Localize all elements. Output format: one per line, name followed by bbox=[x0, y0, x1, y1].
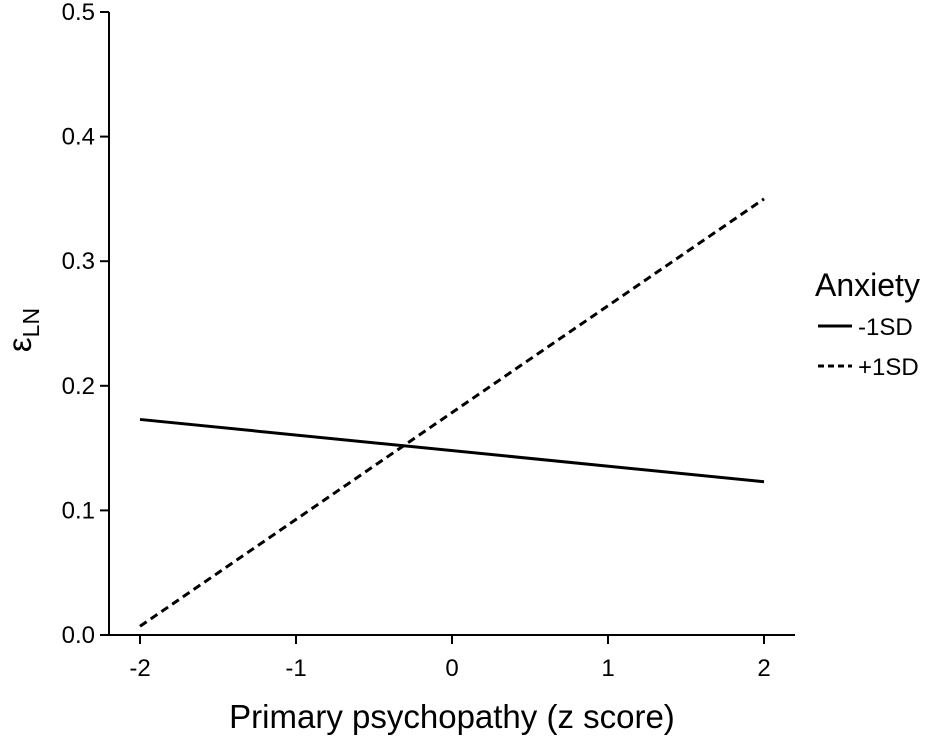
legend-items: -1SD +1SD bbox=[818, 314, 919, 381]
y-tick-label: 0.2 bbox=[62, 373, 95, 400]
x-tick-label: 0 bbox=[445, 655, 458, 682]
x-tick-label: 1 bbox=[601, 655, 614, 682]
x-tick-label: -1 bbox=[285, 655, 306, 682]
series-lines bbox=[139, 197, 765, 628]
x-axis-title: Primary psychopathy (z score) bbox=[229, 698, 675, 735]
x-ticks: -2 -1 0 1 2 bbox=[129, 635, 771, 682]
series-line bbox=[139, 197, 765, 628]
y-tick-label: 0.1 bbox=[62, 497, 95, 524]
y-axis-title-subscript: LN bbox=[18, 308, 44, 337]
legend-label: -1SD bbox=[858, 314, 913, 341]
plot-area: 0.0 0.1 0.2 0.3 0.4 0.5 -2 -1 0 1 2 bbox=[62, 0, 795, 682]
y-tick-label: 0.4 bbox=[62, 124, 95, 151]
y-axis-title-symbol: ε bbox=[1, 337, 38, 352]
y-tick-label: 0.3 bbox=[62, 248, 95, 275]
svg-text:εLN: εLN bbox=[1, 308, 44, 352]
y-tick-label: 0.0 bbox=[62, 622, 95, 649]
y-ticks: 0.0 0.1 0.2 0.3 0.4 0.5 bbox=[62, 0, 109, 649]
legend: Anxiety -1SD +1SD bbox=[815, 267, 920, 381]
legend-title: Anxiety bbox=[815, 267, 920, 303]
series-line bbox=[139, 417, 765, 484]
legend-label: +1SD bbox=[858, 354, 919, 381]
y-tick-label: 0.5 bbox=[62, 0, 95, 26]
y-axis-title: εLN bbox=[1, 308, 44, 352]
x-tick-label: 2 bbox=[757, 655, 770, 682]
x-tick-label: -2 bbox=[129, 655, 150, 682]
